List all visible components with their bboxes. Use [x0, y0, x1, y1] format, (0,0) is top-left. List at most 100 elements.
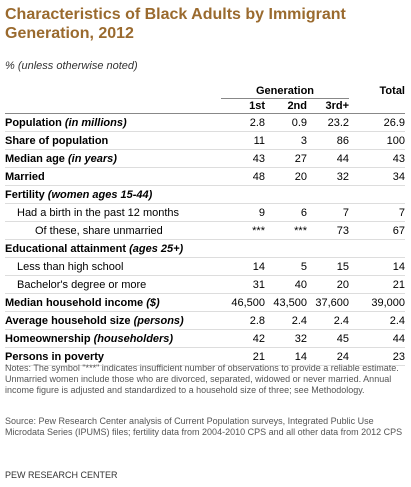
cell-value: 11 [221, 131, 265, 150]
cell-value: 2.4 [349, 311, 405, 330]
label-text: Persons in poverty [5, 350, 105, 363]
row-label: Persons in poverty [5, 347, 221, 366]
cell-value: 14 [221, 257, 265, 276]
cell-value: 73 [307, 221, 349, 240]
cell-value: 27 [265, 149, 307, 168]
cell-value: 7 [307, 203, 349, 222]
cell-value: 43 [349, 149, 405, 168]
cell-value: 40 [265, 275, 307, 294]
table-row: Persons in poverty 21 14 24 23 [5, 347, 405, 366]
label-text: Homeownership [5, 332, 91, 345]
cell-value: 24 [307, 347, 349, 366]
row-label: Share of population [5, 131, 221, 150]
cell-value: 44 [307, 149, 349, 168]
empty-cell [349, 239, 405, 258]
cell-value: *** [265, 221, 307, 240]
row-label: Married [5, 167, 221, 186]
cell-value: 2.4 [307, 311, 349, 330]
row-label: Less than high school [5, 257, 221, 276]
cell-value: 21 [221, 347, 265, 366]
empty-cell [265, 239, 307, 258]
cell-value: 2.4 [265, 311, 307, 330]
footer: PEW RESEARCH CENTER [5, 470, 118, 480]
label-qualifier: (ages 25+) [129, 242, 184, 255]
label-qualifier: (in years) [67, 152, 117, 165]
column-header: 3rd+ [325, 100, 349, 112]
label-text: Had a birth in the past 12 months [17, 206, 180, 219]
table-row: Fertility (women ages 15-44) [5, 185, 405, 204]
label-text: Fertility [5, 188, 45, 201]
cell-value: 37,600 [307, 293, 349, 312]
cell-value: 48 [221, 167, 265, 186]
cell-value: 15 [307, 257, 349, 276]
empty-cell [307, 185, 349, 204]
column-header: Total [379, 85, 405, 98]
row-label: Homeownership (householders) [5, 329, 221, 348]
label-text: Median age [5, 152, 65, 165]
label-qualifier: (women ages 15-44) [47, 188, 153, 201]
row-label: Of these, share unmarried [5, 221, 221, 240]
cell-value: 34 [349, 167, 405, 186]
cell-value: 2.8 [221, 311, 265, 330]
cell-value: 3 [265, 131, 307, 150]
empty-cell [265, 185, 307, 204]
cell-value: 45 [307, 329, 349, 348]
cell-value: *** [221, 221, 265, 240]
blank-header [349, 99, 405, 114]
table-row: Median age (in years) 43 27 44 43 [5, 149, 405, 168]
cell-value: 23.2 [307, 113, 349, 132]
table-row: Educational attainment (ages 25+) [5, 239, 405, 258]
cell-value: 100 [349, 131, 405, 150]
blank-header [5, 99, 221, 114]
label-qualifier: ($) [146, 296, 160, 309]
table-row: Median household income ($) 46,500 43,500 3… [5, 293, 405, 312]
label-text: Average household size [5, 314, 131, 327]
cell-value: 86 [307, 131, 349, 150]
header-row: 1st 2nd 3rd+ [5, 99, 405, 114]
cell-value: 6 [265, 203, 307, 222]
empty-cell [221, 239, 265, 258]
empty-cell [307, 239, 349, 258]
table-body: Population (in millions) 2.8 0.9 23.2 26.9 Sh… [5, 113, 405, 366]
label-text: Educational attainment [5, 242, 127, 255]
row-label: Bachelor's degree or more [5, 275, 221, 294]
cell-value: 26.9 [349, 113, 405, 132]
label-text: Married [5, 170, 45, 183]
cell-value: 9 [221, 203, 265, 222]
label-text: Of these, share unmarried [35, 224, 163, 237]
title: Characteristics of Black Adults by Immig… [5, 6, 346, 42]
cell-value: 5 [265, 257, 307, 276]
label-qualifier: (in millions) [64, 116, 127, 129]
cell-value: 32 [265, 329, 307, 348]
cell-value: 7 [349, 203, 405, 222]
column-header: 2nd [287, 100, 307, 112]
group-header: Generation [221, 84, 349, 99]
cell-value: 14 [265, 347, 307, 366]
empty-cell [221, 185, 265, 204]
label-text: Share of population [5, 134, 109, 147]
cell-value: 2.8 [221, 113, 265, 132]
table-row: Share of population 11 3 86 100 [5, 131, 405, 150]
table-row: Of these, share unmarried *** *** 73 67 [5, 221, 405, 240]
blank-header [5, 84, 221, 99]
subtitle: % (unless otherwise noted) [5, 60, 138, 72]
cell-value: 20 [307, 275, 349, 294]
source: Source: Pew Research Center analysis of … [5, 416, 403, 437]
table-row: Average household size (persons) 2.8 2.4 2.… [5, 311, 405, 330]
row-label: Educational attainment (ages 25+) [5, 239, 221, 258]
cell-value: 43 [221, 149, 265, 168]
cell-value: 21 [349, 275, 405, 294]
row-label: Median age (in years) [5, 149, 221, 168]
cell-value: 46,500 [221, 293, 265, 312]
label-qualifier: (householders) [93, 332, 174, 345]
cell-value: 32 [307, 167, 349, 186]
table-row: Married 48 20 32 34 [5, 167, 405, 186]
table-row: Less than high school 14 5 15 14 [5, 257, 405, 276]
cell-value: 20 [265, 167, 307, 186]
row-label: Average household size (persons) [5, 311, 221, 330]
cell-value: 23 [349, 347, 405, 366]
label-text: Median household income [5, 296, 144, 309]
cell-value: 44 [349, 329, 405, 348]
label-text: Population [5, 116, 62, 129]
